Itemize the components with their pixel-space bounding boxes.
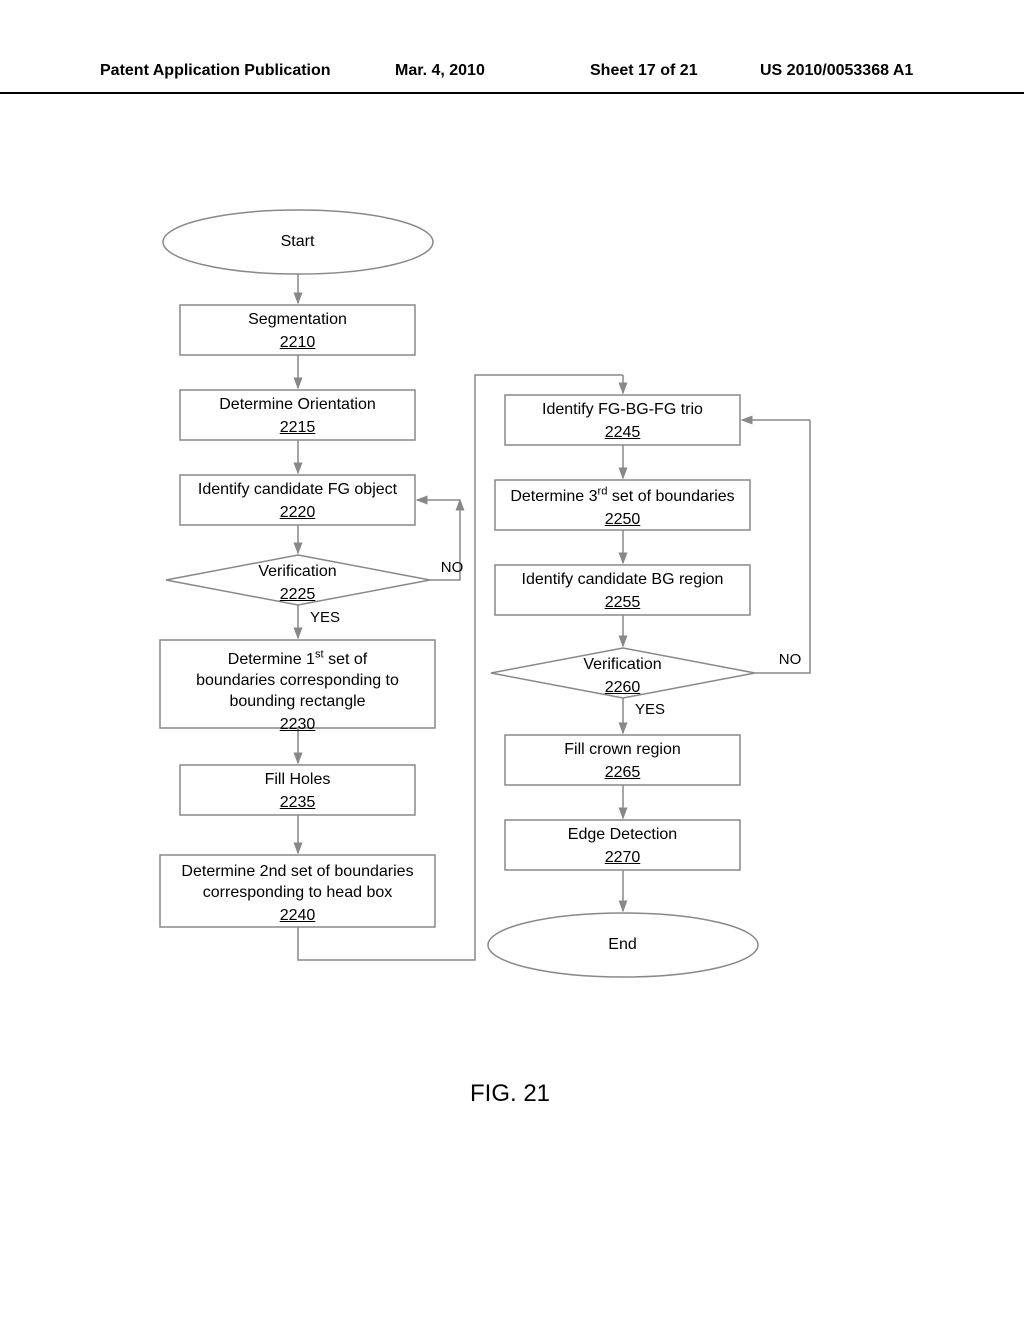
node-2250-ref: 2250 xyxy=(495,510,750,531)
node-2220-text: Identify candidate FG object xyxy=(198,481,397,498)
node-2215: Determine Orientation 2215 xyxy=(180,395,415,439)
label-yes-2225: YES xyxy=(305,608,345,628)
node-2250: Determine 3rd set of boundaries 2250 xyxy=(495,485,750,531)
label-no-2260: NO xyxy=(770,650,810,670)
node-2220: Identify candidate FG object 2220 xyxy=(180,480,415,524)
node-2210: Segmentation 2210 xyxy=(180,310,415,354)
node-2220-ref: 2220 xyxy=(180,503,415,524)
node-2215-text: Determine Orientation xyxy=(219,396,376,413)
node-2210-ref: 2210 xyxy=(180,333,415,354)
node-2230-line3: bounding rectangle xyxy=(229,693,365,710)
label-yes-2260: YES xyxy=(630,700,670,720)
figure-label: FIG. 21 xyxy=(470,1080,550,1108)
node-2235-ref: 2235 xyxy=(180,793,415,814)
node-2210-text: Segmentation xyxy=(248,311,347,328)
node-2230-ref: 2230 xyxy=(160,715,435,736)
flowchart-svg xyxy=(0,0,1024,1320)
node-2270: Edge Detection 2270 xyxy=(505,825,740,869)
node-2235: Fill Holes 2235 xyxy=(180,770,415,814)
label-no-2225: NO xyxy=(432,558,472,578)
node-2265-text: Fill crown region xyxy=(564,741,680,758)
node-2230-line2: boundaries corresponding to xyxy=(196,672,399,689)
node-2270-text: Edge Detection xyxy=(568,826,677,843)
end-label: End xyxy=(505,935,740,956)
node-2240: Determine 2nd set of boundaries correspo… xyxy=(160,862,435,926)
node-2230-line1: Determine 1st set of xyxy=(228,651,367,668)
node-2270-ref: 2270 xyxy=(505,848,740,869)
node-2245-text: Identify FG-BG-FG trio xyxy=(542,401,703,418)
node-2265: Fill crown region 2265 xyxy=(505,740,740,784)
node-2225-text: Verification xyxy=(258,563,336,580)
start-label: Start xyxy=(180,232,415,253)
node-2225: Verification 2225 xyxy=(200,562,395,606)
node-2260: Verification 2260 xyxy=(525,655,720,699)
node-2260-text: Verification xyxy=(583,656,661,673)
node-2240-ref: 2240 xyxy=(160,906,435,927)
node-2255: Identify candidate BG region 2255 xyxy=(495,570,750,614)
node-2245: Identify FG-BG-FG trio 2245 xyxy=(505,400,740,444)
node-2245-ref: 2245 xyxy=(505,423,740,444)
node-2260-ref: 2260 xyxy=(525,678,720,699)
node-2255-ref: 2255 xyxy=(495,593,750,614)
node-2250-line1: Determine 3rd set of boundaries xyxy=(510,488,734,505)
node-2240-line2: corresponding to head box xyxy=(203,884,392,901)
node-2230: Determine 1st set of boundaries correspo… xyxy=(160,648,435,736)
node-2215-ref: 2215 xyxy=(180,418,415,439)
node-2225-ref: 2225 xyxy=(200,585,395,606)
node-2240-line1: Determine 2nd set of boundaries xyxy=(181,863,413,880)
node-2235-text: Fill Holes xyxy=(265,771,331,788)
node-2255-text: Identify candidate BG region xyxy=(522,571,724,588)
node-2265-ref: 2265 xyxy=(505,763,740,784)
